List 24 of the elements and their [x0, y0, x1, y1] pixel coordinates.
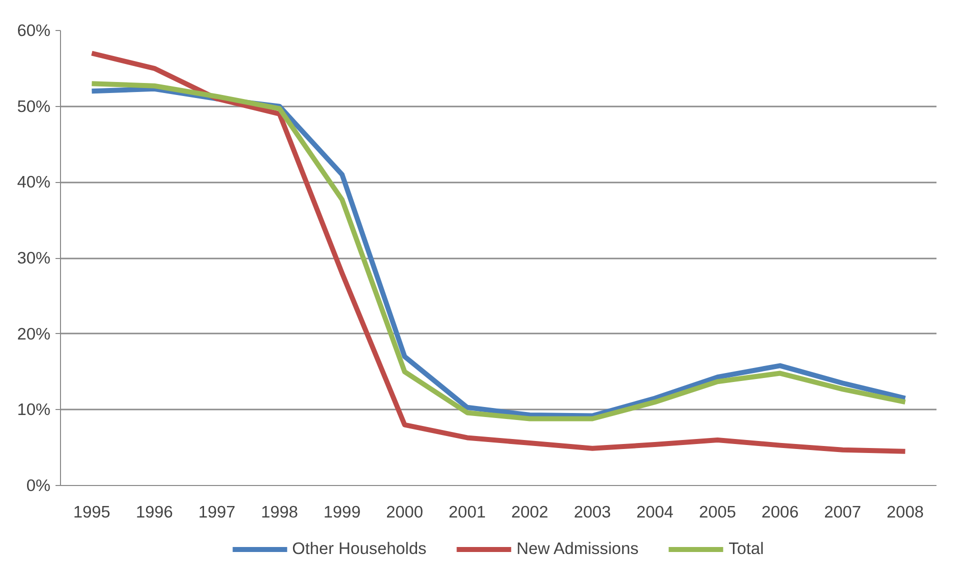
x-tick-label: 2006	[762, 502, 799, 522]
y-tick-label: 10%	[17, 400, 51, 420]
x-tick-label: 1996	[136, 502, 173, 522]
x-tick-label: 1995	[73, 502, 110, 522]
y-tick-label: 40%	[17, 172, 51, 192]
y-tick-label: 50%	[17, 96, 51, 116]
x-tick-label: 2002	[511, 502, 548, 522]
legend-label: Total	[728, 539, 764, 559]
x-tick-label: 2007	[824, 502, 862, 522]
x-tick-label: 2003	[574, 502, 611, 522]
x-tick-label: 1998	[260, 502, 298, 522]
legend-label: New Admissions	[516, 539, 639, 559]
x-tick-label: 2001	[448, 502, 486, 522]
legend-label: Other Households	[292, 539, 426, 559]
x-tick-label: 2000	[386, 502, 424, 522]
x-tick-label: 2008	[886, 502, 924, 522]
x-tick-label: 2004	[636, 502, 674, 522]
x-tick-label: 1999	[324, 502, 361, 522]
y-tick-label: 60%	[17, 21, 51, 40]
y-tick-label: 30%	[17, 248, 51, 268]
x-tick-label: 2005	[698, 502, 736, 522]
y-tick-label: 20%	[17, 324, 51, 344]
x-tick-label: 1997	[198, 502, 236, 522]
y-tick-label: 0%	[26, 476, 51, 495]
